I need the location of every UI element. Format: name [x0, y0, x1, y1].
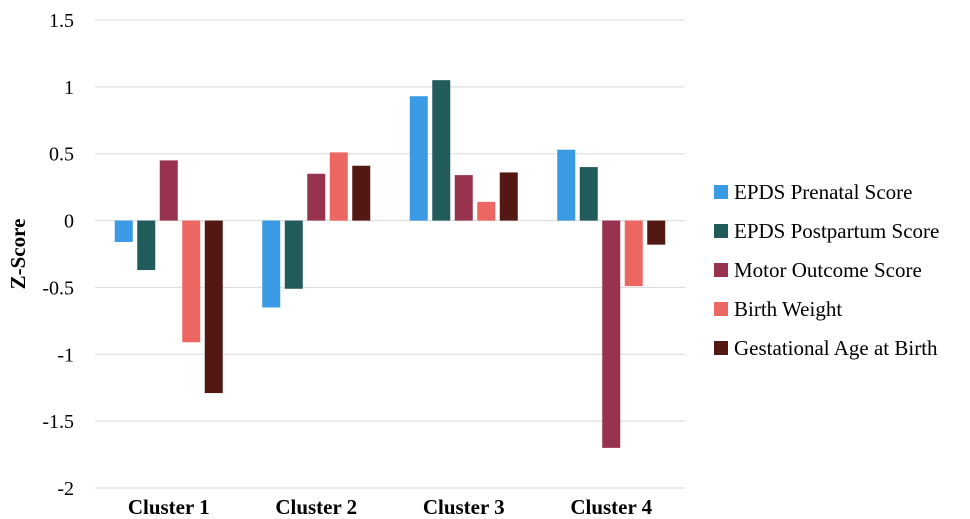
bar [182, 220, 201, 343]
bar [477, 201, 496, 221]
y-axis-title: Z-Score [6, 219, 30, 290]
legend-label: Motor Outcome Score [734, 258, 922, 282]
y-tick-label: -0.5 [42, 277, 74, 299]
legend-label: Birth Weight [734, 297, 842, 321]
legend-swatch [714, 302, 728, 316]
bar [114, 220, 133, 242]
y-tick-label: -1.5 [42, 411, 74, 433]
bar [624, 220, 643, 287]
x-category-label: Cluster 4 [570, 495, 652, 519]
bar [602, 220, 621, 448]
legend-label: EPDS Postpartum Score [734, 219, 939, 243]
legend-label: Gestational Age at Birth [734, 336, 938, 360]
x-category-label: Cluster 2 [275, 495, 357, 519]
legend-label: EPDS Prenatal Score [734, 180, 912, 204]
y-tick-label: 0.5 [49, 144, 74, 166]
x-axis-categories: Cluster 1 Cluster 2 Cluster 3 Cluster 4 [128, 495, 653, 519]
y-tick-label: 0 [64, 211, 74, 233]
bar [204, 220, 223, 394]
bar [499, 172, 518, 221]
legend-swatch [714, 185, 728, 199]
bars [114, 80, 666, 448]
y-axis-ticks: 1.5 1 0.5 0 -0.5 -1 -1.5 -2 [42, 10, 74, 500]
legend-swatch [714, 224, 728, 238]
bar [284, 220, 303, 289]
legend-swatch [714, 341, 728, 355]
y-tick-label: -1 [57, 344, 74, 366]
bar [557, 149, 576, 221]
bar [432, 80, 451, 221]
bar [409, 96, 428, 221]
y-tick-label: 1 [64, 77, 74, 99]
x-category-label: Cluster 3 [423, 495, 505, 519]
bar [352, 165, 371, 221]
bar [647, 220, 666, 245]
y-tick-label: 1.5 [49, 10, 74, 32]
y-tick-label: -2 [57, 478, 74, 500]
bar [137, 220, 156, 271]
bar [262, 220, 281, 308]
bar [307, 173, 326, 221]
x-category-label: Cluster 1 [128, 495, 210, 519]
bar [579, 167, 598, 221]
bar [454, 175, 473, 221]
legend: EPDS Prenatal Score EPDS Postpartum Score… [714, 180, 939, 360]
bar [329, 152, 348, 221]
bar [159, 160, 178, 221]
legend-swatch [714, 263, 728, 277]
